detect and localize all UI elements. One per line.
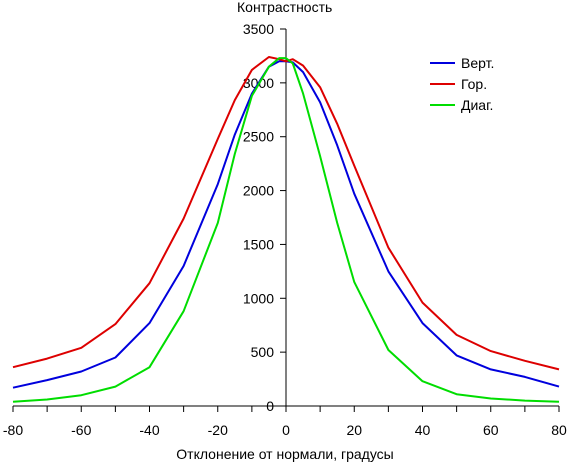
legend-label: Гор.	[461, 76, 487, 92]
y-tick-label: 2500	[243, 129, 274, 145]
x-tick-label: -80	[3, 422, 23, 438]
plot-lines	[12, 56, 560, 403]
x-tick-label: -20	[208, 422, 228, 438]
x-tick-label: -40	[139, 422, 159, 438]
legend-label: Диаг.	[461, 97, 493, 113]
y-tick-label: 3500	[243, 21, 274, 37]
y-tick-label: 0	[266, 398, 274, 414]
y-axis-title: Контрастность	[237, 0, 332, 15]
x-tick-label: 80	[551, 422, 567, 438]
x-tick-label: 0	[282, 422, 290, 438]
legend: Верт. Гор. Диаг.	[430, 55, 494, 113]
x-tick-label: -60	[71, 422, 91, 438]
y-tick-label: 1000	[243, 290, 274, 306]
legend-label: Верт.	[461, 55, 494, 71]
y-tick-label: 500	[251, 344, 275, 360]
series-line	[12, 57, 560, 403]
y-tick-label: 1500	[243, 236, 274, 252]
series-line	[12, 56, 560, 371]
x-tick-label: 40	[415, 422, 431, 438]
x-tick-label: 20	[346, 422, 362, 438]
y-tick-label: 2000	[243, 183, 274, 199]
x-axis-title: Отклонение от нормали, градусы	[176, 446, 393, 462]
x-tick-label: 60	[483, 422, 499, 438]
axes: -80 -60 -40 -20 0 20 40 60 80 0 500 1000 1500 2000 250…	[3, 21, 567, 438]
